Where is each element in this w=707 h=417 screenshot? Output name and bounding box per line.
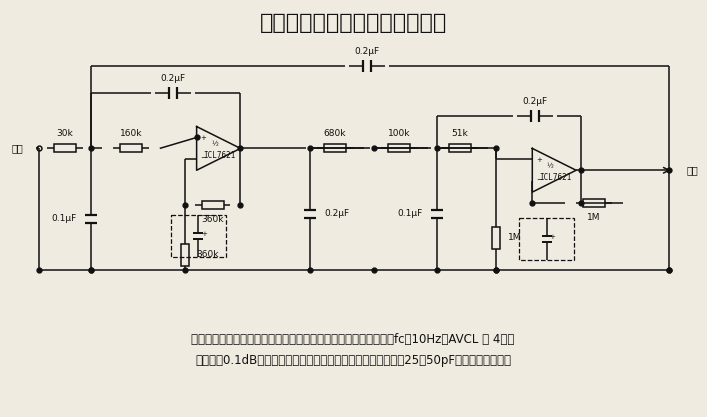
Text: 1M: 1M <box>588 213 601 222</box>
Text: 30k: 30k <box>57 129 74 138</box>
Text: ICL7621: ICL7621 <box>539 173 571 182</box>
Bar <box>170 215 226 257</box>
Text: ½: ½ <box>211 141 218 148</box>
Bar <box>583 199 605 207</box>
Text: 1M: 1M <box>508 233 522 242</box>
Text: 51k: 51k <box>451 129 468 138</box>
Text: 0.1µF: 0.1µF <box>397 209 423 219</box>
Text: ½: ½ <box>547 163 554 169</box>
Text: 160k: 160k <box>119 129 142 138</box>
Text: 360k: 360k <box>201 215 224 224</box>
Text: 0.2µF: 0.2µF <box>354 47 380 56</box>
Bar <box>520 218 574 260</box>
Text: −: − <box>201 156 206 161</box>
Bar <box>201 201 223 209</box>
Text: 0.2µF: 0.2µF <box>522 97 548 106</box>
Text: 0.1µF: 0.1µF <box>52 214 77 224</box>
Text: 带波纹为0.1dB。注意，在某些情况下，可能需要使用小电容（25～50pF）来实现稳定性。: 带波纹为0.1dB。注意，在某些情况下，可能需要使用小电容（25～50pF）来实… <box>195 354 511 367</box>
Text: 五阶切比雪夫多反馈低通滤波器: 五阶切比雪夫多反馈低通滤波器 <box>259 13 447 33</box>
Bar <box>449 144 471 152</box>
Bar <box>54 144 76 152</box>
Text: +: + <box>550 234 556 240</box>
Text: 0.2µF: 0.2µF <box>160 74 185 83</box>
Bar <box>388 144 410 152</box>
Text: +: + <box>201 231 207 237</box>
Bar <box>181 244 189 266</box>
Text: 0.2µF: 0.2µF <box>324 209 349 219</box>
Bar <box>120 144 142 152</box>
Text: 输出: 输出 <box>686 165 699 175</box>
Text: 360k: 360k <box>197 250 219 259</box>
Text: ICL7621: ICL7621 <box>204 151 235 160</box>
Text: 输入: 输入 <box>11 143 23 153</box>
Text: 680k: 680k <box>324 129 346 138</box>
Text: 100k: 100k <box>387 129 410 138</box>
Text: +: + <box>537 157 542 163</box>
Bar <box>324 144 346 152</box>
Bar <box>493 227 501 249</box>
Text: −: − <box>537 177 542 183</box>
Text: 小偏置电流允许使用大电阻值和小电容值来达到很低的截止频率。fc为10Hz，AVCL 为 4，通: 小偏置电流允许使用大电阻值和小电容值来达到很低的截止频率。fc为10Hz，AVC… <box>192 333 515 346</box>
Text: +: + <box>201 136 206 141</box>
